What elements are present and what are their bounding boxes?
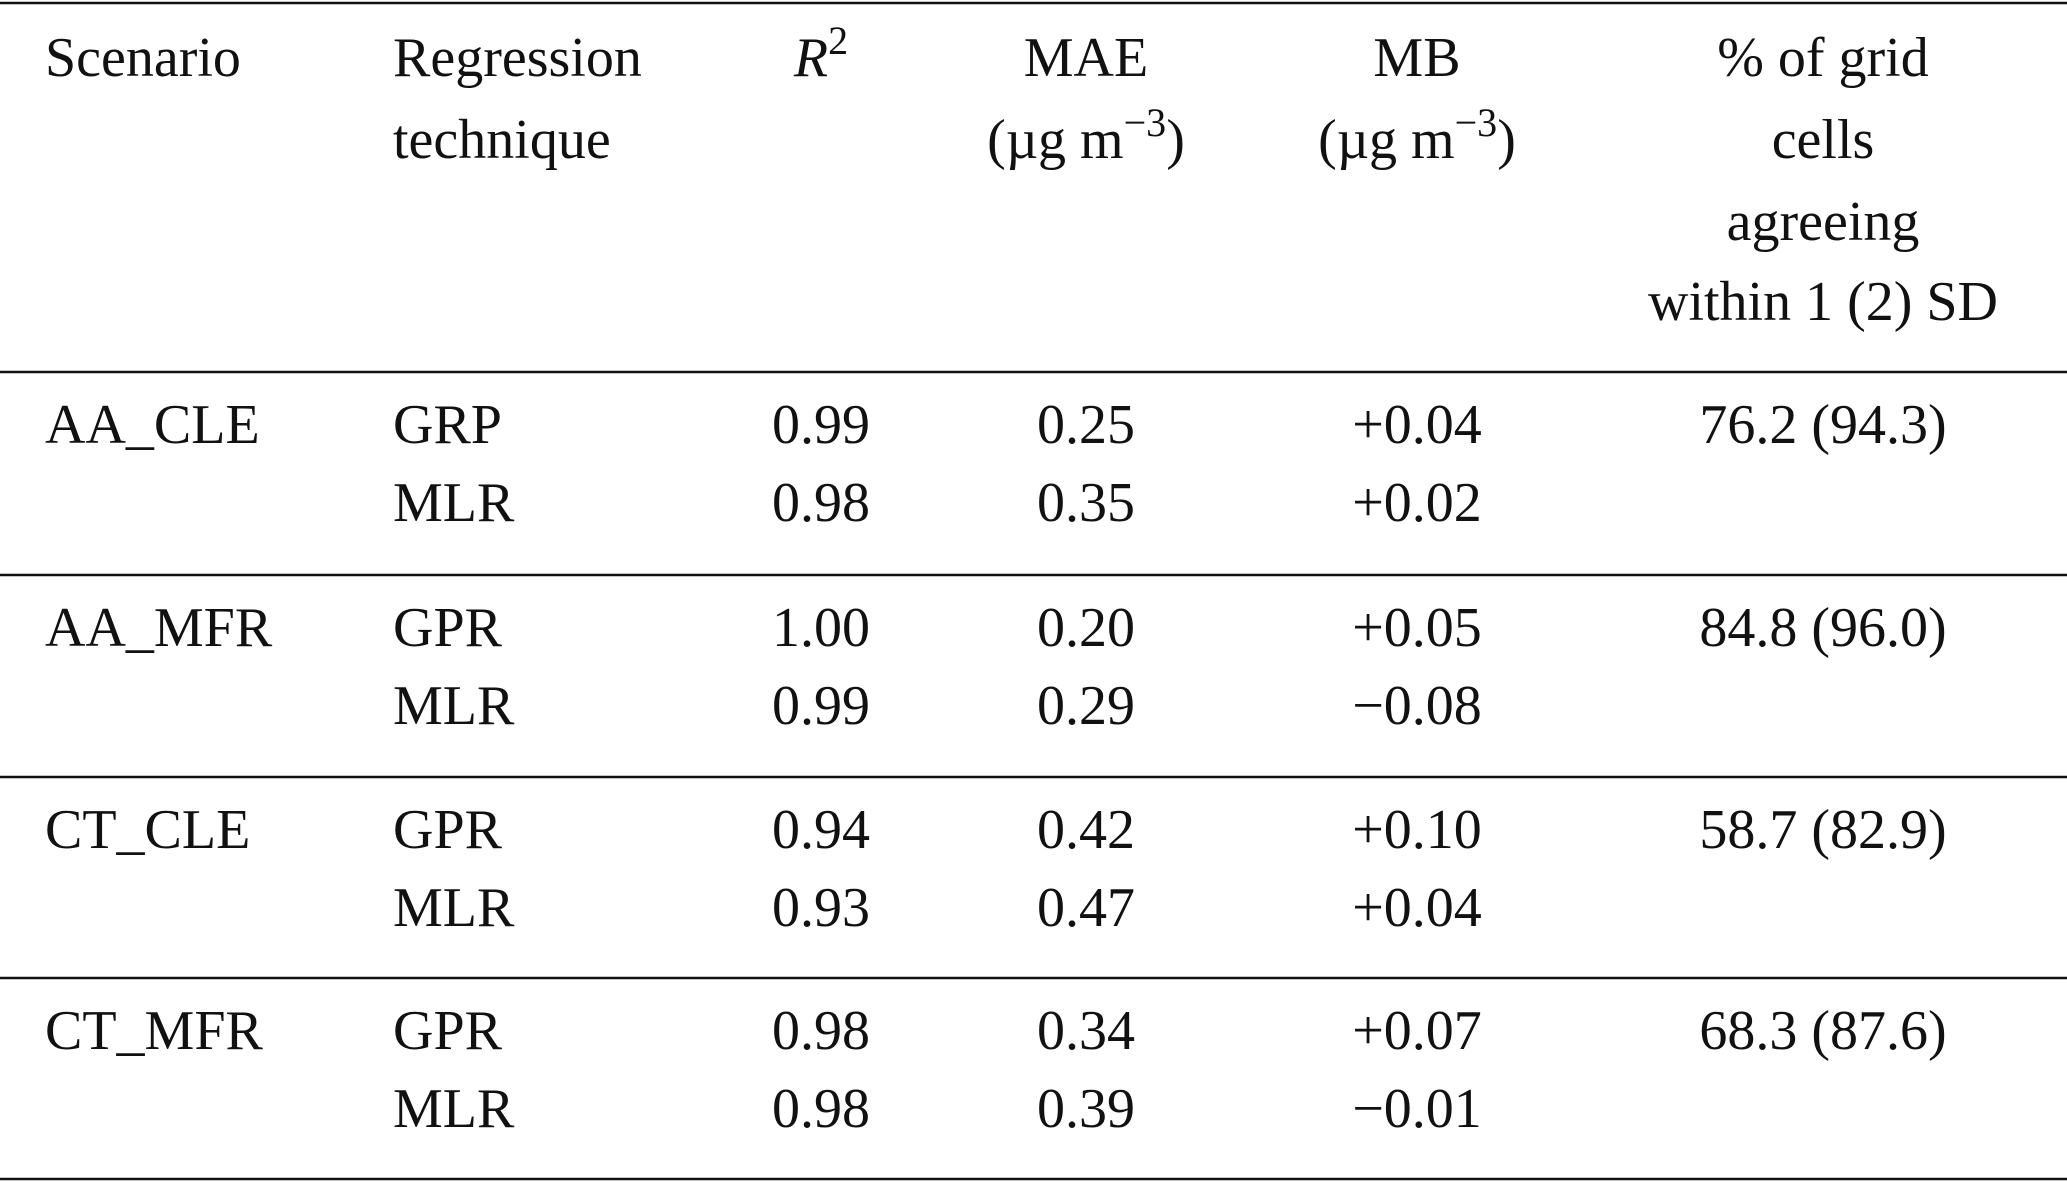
cell: +0.04 [1352,394,1482,456]
cell: 0.98 [772,1078,870,1140]
cell: GRP [393,394,502,456]
superscript: −3 [1455,100,1498,145]
cell: 0.34 [1037,1000,1135,1062]
cell: +0.05 [1352,597,1482,659]
cell: 0.42 [1037,799,1135,861]
unit-text: ) [1497,109,1516,171]
unit-text: (µg m [987,109,1123,171]
cell: −0.01 [1352,1078,1482,1140]
scenario: CT_MFR [45,1000,263,1062]
scenario: AA_MFR [45,597,273,659]
scenario: CT_CLE [45,799,250,861]
cell: 0.20 [1037,597,1135,659]
cell: 0.99 [772,675,870,737]
cell: −0.08 [1352,675,1482,737]
cell: 0.39 [1037,1078,1135,1140]
cell: GPR [393,799,503,861]
agreement: 68.3 (87.6) [1699,1000,1946,1062]
agreement: 76.2 (94.3) [1699,394,1946,456]
agreement: 84.8 (96.0) [1699,597,1946,659]
cell: +0.02 [1352,472,1482,534]
header-symbol: R [793,27,828,89]
cell: +0.07 [1352,1000,1482,1062]
cell: 0.98 [772,472,870,534]
cell: MLR [393,472,515,534]
header-text: R2 [793,18,848,89]
cell: 0.29 [1037,675,1135,737]
cell: GPR [393,597,503,659]
cell: MLR [393,675,515,737]
header-text: Scenario [45,27,241,89]
cell: +0.04 [1352,877,1482,939]
cell: 0.25 [1037,394,1135,456]
header-text: within 1 (2) SD [1648,271,1998,333]
header-text: agreeing [1727,191,1920,253]
cell: MLR [393,1078,515,1140]
header-unit: (µg m−3) [1318,100,1516,171]
header-text: MB [1373,27,1460,89]
cell: 0.98 [772,1000,870,1062]
cell: 0.93 [772,877,870,939]
cell: 0.94 [772,799,870,861]
unit-text: (µg m [1318,109,1454,171]
cell: +0.10 [1352,799,1482,861]
header-text: Regression [393,27,642,89]
header-text: cells [1772,109,1875,171]
cell: 0.35 [1037,472,1135,534]
cell: 0.99 [772,394,870,456]
cell: 0.47 [1037,877,1135,939]
header-text: technique [393,109,611,171]
unit-text: ) [1166,109,1185,171]
cell: GPR [393,1000,503,1062]
header-text: % of grid [1717,27,1929,89]
scenario: AA_CLE [45,394,260,456]
cell: MLR [393,877,515,939]
superscript: 2 [828,18,848,63]
agreement: 58.7 (82.9) [1699,799,1946,861]
header-unit: (µg m−3) [987,100,1185,171]
header-text: MAE [1024,27,1148,89]
superscript: −3 [1124,100,1167,145]
cell: 1.00 [772,597,870,659]
